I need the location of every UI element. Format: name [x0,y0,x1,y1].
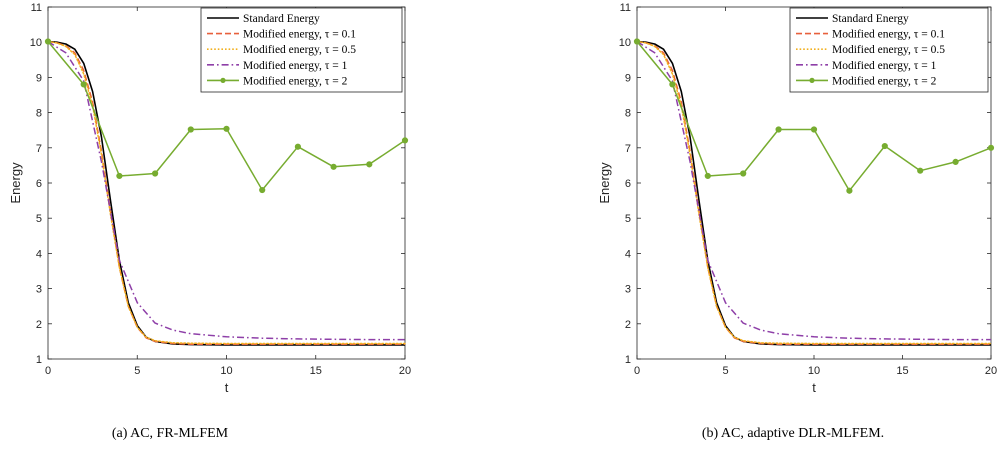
legend-label: Modified energy, τ = 2 [832,75,937,87]
x-tick-label: 5 [134,365,140,377]
data-point [44,38,52,45]
y-tick-label: 4 [625,248,631,260]
legend-label: Modified energy, τ = 1 [832,60,937,72]
data-point [294,143,301,150]
data-point [775,126,782,133]
panel-b: 0 5 10 15 20 1 2 3 4 5 6 7 8 9 10 11 t Energy Standard Ene… [597,2,997,441]
legend: Standard Energy Modified energy, τ = 0.1 M… [200,7,403,93]
legend-label: Standard Energy [243,13,320,25]
legend-label: Modified energy, τ = 0.5 [243,44,356,56]
y-tick-label: 4 [36,248,42,260]
y-tick-label: 6 [36,178,42,190]
subfigure-caption: (a) AC, FR-MLFEM [112,426,229,441]
y-tick-label: 9 [625,72,631,84]
y-tick-label: 2 [625,319,631,331]
legend-label: Modified energy, τ = 2 [243,75,348,87]
y-tick-label: 11 [620,2,631,14]
y-tick-label: 6 [625,178,631,190]
data-point [704,172,711,180]
data-point [740,170,747,177]
y-tick-label: 2 [36,319,42,331]
data-point [810,126,818,133]
data-point [187,126,194,133]
legend: Standard Energy Modified energy, τ = 0.1 M… [789,7,989,93]
subfigure-caption: (b) AC, adaptive DLR-MLFEM. [702,426,884,441]
data-point [116,172,123,180]
legend-label: Modified energy, τ = 0.5 [832,44,945,56]
x-tick-label: 0 [634,365,640,377]
series-line-2 [636,40,992,345]
data-point [401,137,409,144]
y-tick-label: 3 [36,284,42,296]
data-point [152,170,159,177]
x-tick-label: 10 [220,365,232,377]
data-point [259,186,266,194]
legend-label: Standard Energy [832,13,909,25]
y-tick-label: 1 [36,354,42,366]
y-tick-label: 5 [625,213,631,225]
y-tick-label: 8 [625,108,631,120]
data-point [633,38,641,45]
data-point [846,187,853,194]
x-tick-label: 20 [985,365,997,377]
x-tick-label: 10 [808,365,820,377]
data-point [223,125,230,132]
y-tick-label: 10 [619,37,631,49]
data-point [80,81,87,88]
data-point [330,163,337,170]
data-point [952,158,959,165]
x-tick-label: 20 [399,365,411,377]
x-tick-label: 15 [310,365,322,377]
x-tick-label: 15 [896,365,908,377]
legend-marker [220,77,226,83]
panel-a: 0 5 10 15 20 1 2 3 4 5 6 7 8 9 10 11 t Energy Standard Ene… [8,2,411,441]
y-tick-label: 7 [625,143,631,155]
x-axis-label: t [225,380,229,395]
y-tick-label: 7 [36,143,42,155]
legend-label: Modified energy, τ = 0.1 [243,29,356,41]
y-axis-label: Energy [597,162,612,204]
y-tick-label: 5 [36,213,42,225]
legend-box [200,7,403,93]
series-line-2 [47,40,406,345]
x-tick-label: 0 [45,365,51,377]
data-point [366,161,373,168]
data-point [881,142,888,150]
y-tick-label: 11 [31,2,42,14]
y-axis-label: Energy [8,162,23,204]
legend-marker [809,77,815,83]
x-axis-label: t [812,380,816,395]
x-tick-label: 5 [722,365,728,377]
y-tick-label: 3 [625,284,631,296]
y-tick-label: 8 [36,108,42,120]
y-tick-label: 10 [30,37,42,49]
data-point [917,167,924,174]
y-tick-label: 1 [625,354,631,366]
legend-label: Modified energy, τ = 1 [243,60,348,72]
legend-label: Modified energy, τ = 0.1 [832,29,945,41]
legend-box [789,7,989,93]
y-tick-label: 9 [36,72,42,84]
data-point [987,144,995,151]
data-point [669,81,676,88]
